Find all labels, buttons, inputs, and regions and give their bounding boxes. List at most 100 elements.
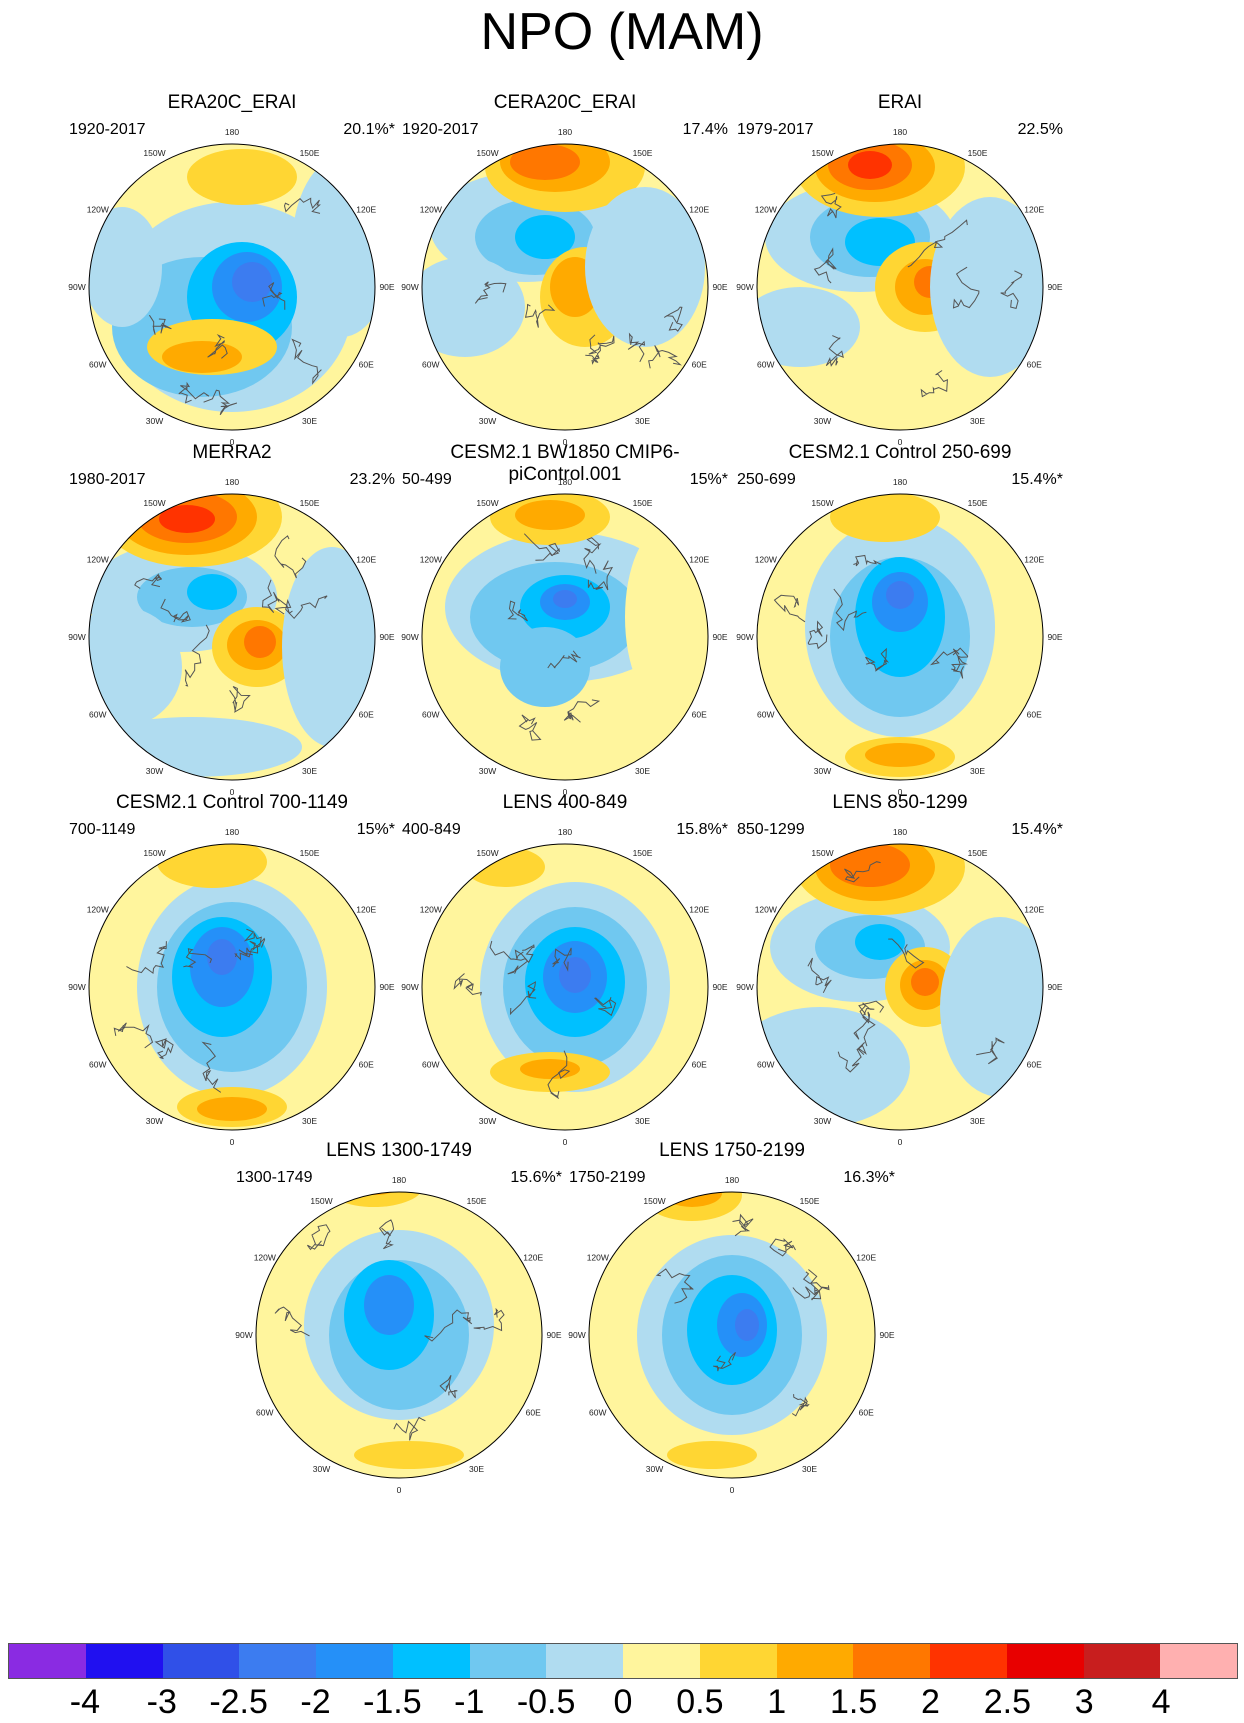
map-boundary [421, 493, 709, 781]
anomaly-contour [848, 151, 892, 179]
panel-variance: 16.3%* [843, 1169, 895, 1186]
coastline [807, 861, 1005, 1073]
longitude-label: 90W [68, 982, 85, 992]
panel-title: ERA20C_ERAI [167, 92, 297, 113]
map-boundary [421, 843, 709, 1131]
panel-period: 250-699 [737, 471, 796, 488]
anomaly-contour [830, 494, 940, 542]
map-boundary [756, 843, 1044, 1131]
longitude-label: 150E [968, 498, 988, 508]
map-panel: LENS 850-1299 850-1299 15.4%* 180 150E 120E 90… [735, 792, 1065, 1162]
longitude-label: 60W [757, 1060, 774, 1070]
longitude-label: 30E [970, 416, 985, 426]
colorbar [8, 1643, 1238, 1679]
longitude-label: 90W [736, 982, 753, 992]
longitude-label: 60W [89, 710, 106, 720]
colorbar-tick-label: 1 [767, 1683, 787, 1721]
colorbar-swatch [239, 1644, 316, 1678]
map-panel: LENS 1750-2199 1750-2199 16.3%* 180 150E 120E… [567, 1140, 897, 1510]
anomaly-contour [157, 844, 267, 888]
anomaly-contour [886, 581, 914, 609]
longitude-label: 180 [225, 827, 239, 837]
anomaly-contour [159, 505, 215, 533]
anomaly-contour [520, 1059, 580, 1079]
colorbar-tick-label: -0.5 [516, 1683, 576, 1721]
longitude-label: 0 [730, 1485, 735, 1495]
longitude-label: 150W [310, 1196, 332, 1206]
longitude-label: 30E [302, 416, 317, 426]
longitude-label: 90E [1047, 982, 1062, 992]
longitude-label: 30W [479, 416, 496, 426]
panel-period: 1920-2017 [402, 121, 479, 138]
panel-variance: 15.8%* [676, 821, 728, 838]
map-boundary [88, 843, 376, 1131]
anomaly-contour [422, 257, 525, 357]
polar-map: 180 150E 120E 90E 60E 30E 0 30W 60W 90W 120W 150W [68, 827, 395, 1147]
colorbar-tick-label: -2.5 [209, 1683, 268, 1721]
longitude-label: 90E [712, 632, 727, 642]
colorbar-swatch [392, 1644, 470, 1678]
panel-period: 850-1299 [737, 821, 805, 838]
panel-period: 1979-2017 [737, 121, 814, 138]
longitude-label: 60E [1027, 710, 1042, 720]
longitude-label: 30W [814, 416, 831, 426]
anomaly-contour [89, 207, 162, 327]
longitude-label: 90E [712, 282, 727, 292]
longitude-label: 120E [1024, 555, 1044, 565]
colorbar-swatch [546, 1644, 623, 1678]
coastline [134, 535, 328, 713]
panel-variance: 20.1%* [343, 121, 395, 138]
anomaly-contour [515, 500, 585, 530]
longitude-label: 0 [230, 437, 235, 447]
longitude-label: 180 [558, 127, 572, 137]
anomaly-contour [282, 547, 375, 747]
longitude-label: 90W [736, 632, 753, 642]
map-panel: ERA20C_ERAI 1920-2017 20.1%* 180 150E 120E 90E… [67, 92, 397, 462]
anomaly-contour [244, 626, 276, 658]
anomaly-contour [197, 1097, 267, 1121]
polar-map: 180 150E 120E 90E 60E 30E 0 30W 60W 90W 120W 150W [68, 477, 395, 797]
anomaly-contour [510, 144, 580, 180]
anomaly-contour [553, 590, 577, 608]
longitude-label: 30W [814, 766, 831, 776]
longitude-label: 120E [689, 905, 709, 915]
panel-variance: 15.4%* [1011, 821, 1063, 838]
colorbar-swatch [1160, 1644, 1237, 1678]
panel-title: MERRA2 [192, 442, 272, 463]
panel-variance: 15.6%* [510, 1169, 562, 1186]
colorbar-tick-label: 2 [921, 1683, 940, 1721]
longitude-label: 30W [146, 416, 163, 426]
map-boundary [88, 493, 376, 781]
polar-map: 180 150E 120E 90E 60E 30E 0 30W 60W 90W 120W 150W [568, 1175, 895, 1495]
panel-period: 1920-2017 [69, 121, 146, 138]
longitude-label: 120W [254, 1253, 276, 1263]
longitude-label: 0 [230, 1137, 235, 1147]
anomaly-contour [515, 215, 575, 259]
longitude-label: 120W [420, 205, 442, 215]
longitude-label: 150W [811, 848, 833, 858]
colorbar-tick-label: -2 [300, 1683, 331, 1721]
longitude-label: 150E [633, 148, 653, 158]
longitude-label: 120E [523, 1253, 543, 1263]
map-panel: CESM2.1 Control 250-699 250-699 15.4%* 180 1… [735, 442, 1065, 812]
longitude-label: 90W [68, 282, 85, 292]
colorbar-tick-label: 2.5 [983, 1683, 1032, 1721]
panel-period: 1750-2199 [569, 1169, 646, 1186]
longitude-label: 30E [635, 766, 650, 776]
longitude-label: 150E [467, 1196, 487, 1206]
colorbar-tick-label: -3 [146, 1683, 177, 1721]
polar-map: 180 150E 120E 90E 60E 30E 0 30W 60W 90W 120W 150W [401, 477, 728, 797]
longitude-label: 150E [633, 848, 653, 858]
colorbar-swatch [853, 1644, 930, 1678]
panel-title: CESM2.1 Control 250-699 [788, 442, 1012, 463]
colorbar-tick-label: 3 [1074, 1683, 1094, 1721]
longitude-label: 30W [479, 766, 496, 776]
anomaly-contour [89, 607, 182, 727]
colorbar-swatch [469, 1644, 547, 1678]
longitude-label: 90E [379, 282, 394, 292]
panel-variance: 15%* [689, 471, 728, 488]
longitude-label: 150W [643, 1196, 665, 1206]
polar-map: 180 150E 120E 90E 60E 30E 0 30W 60W 90W 120W 150W [401, 127, 728, 447]
longitude-label: 90W [401, 982, 418, 992]
longitude-label: 60W [89, 1060, 106, 1070]
